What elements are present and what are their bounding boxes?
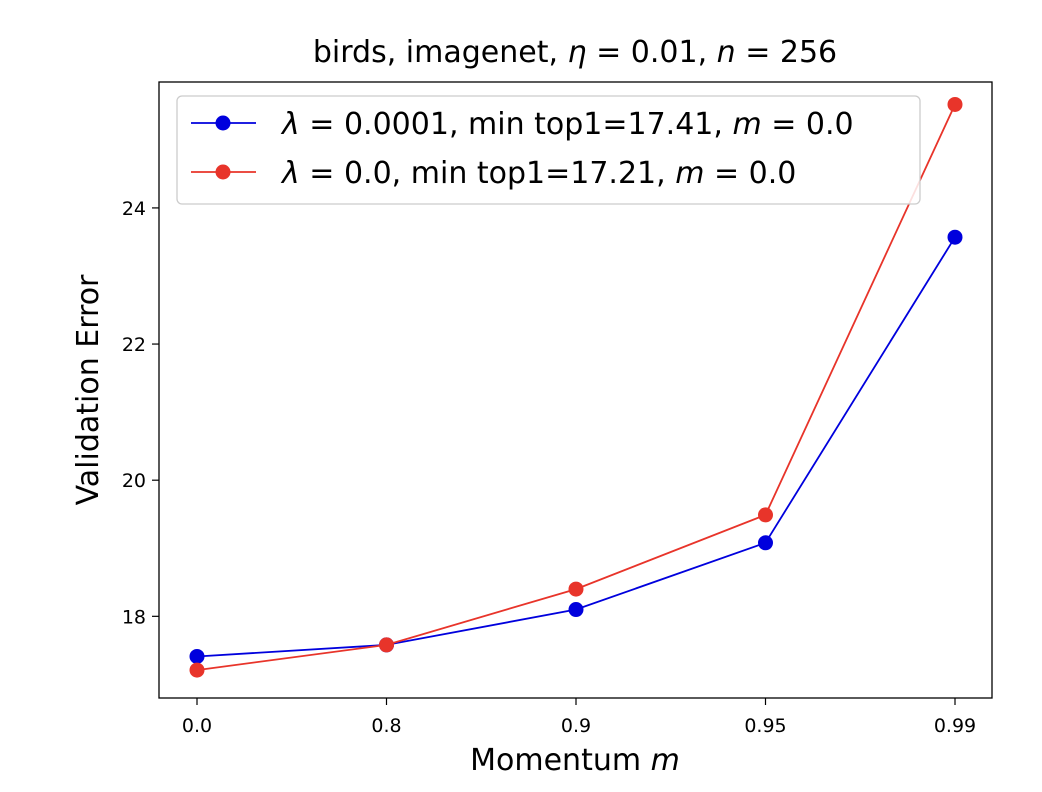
- x-tick-label: 0.95: [744, 715, 786, 737]
- legend-marker-1: [215, 115, 231, 131]
- x-tick-label: 0.8: [371, 715, 401, 737]
- y-tick-label: 22: [122, 334, 146, 356]
- series-1-point: [758, 535, 773, 551]
- legend-marker-2: [215, 164, 231, 180]
- legend-entry-1: λ = 0.0001, min top1=17.41, m = 0.0: [191, 107, 854, 142]
- x-axis: 0.0 0.8 0.9 0.95 0.99: [182, 698, 976, 737]
- x-tick-label: 0.99: [934, 715, 976, 737]
- series-1-point: [189, 648, 205, 664]
- x-tick-label: 0.0: [182, 715, 212, 737]
- y-axis-label: Validation Error: [71, 274, 106, 505]
- y-tick-label: 24: [122, 198, 146, 220]
- legend-label-2: λ = 0.0, min top1=17.21, m = 0.0: [280, 156, 796, 191]
- legend-entry-2: λ = 0.0, min top1=17.21, m = 0.0: [191, 156, 796, 191]
- y-axis: 18 20 22 24: [122, 198, 159, 628]
- series-1-point: [568, 602, 584, 618]
- legend-label-1: λ = 0.0001, min top1=17.41, m = 0.0: [280, 107, 854, 142]
- series-2-point: [568, 581, 584, 597]
- x-axis-label: Momentum m: [470, 743, 680, 778]
- x-tick-label: 0.9: [561, 715, 591, 737]
- series-2-point: [758, 507, 773, 523]
- series-layer: [189, 96, 963, 678]
- chart-title: birds, imagenet, η = 0.01, n = 256: [313, 35, 837, 70]
- y-tick-label: 18: [122, 606, 146, 628]
- legend-box: [176, 95, 921, 205]
- legend: λ = 0.0001, min top1=17.41, m = 0.0 λ = …: [176, 95, 921, 205]
- series-2-point: [379, 637, 394, 653]
- series-2-point: [947, 96, 963, 112]
- series-2-point: [189, 662, 205, 678]
- series-1-point: [947, 229, 963, 245]
- y-tick-label: 20: [122, 470, 146, 492]
